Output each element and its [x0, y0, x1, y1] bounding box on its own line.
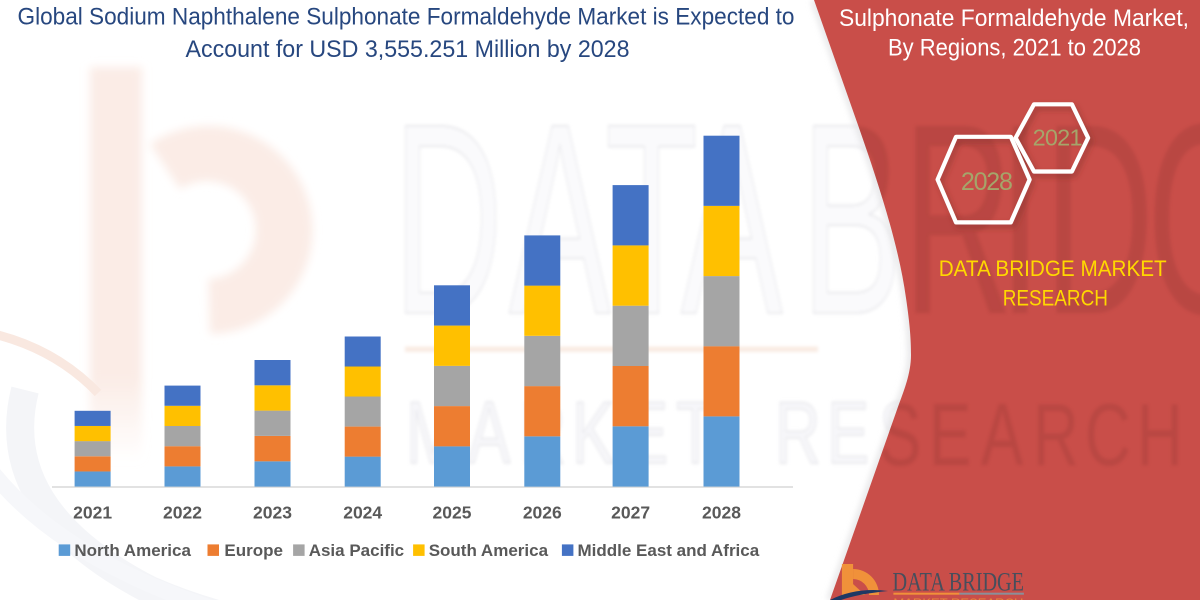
- svg-text:Europe: Europe: [224, 541, 283, 560]
- svg-text:2025: 2025: [433, 502, 472, 522]
- svg-text:Middle East and Africa: Middle East and Africa: [578, 541, 760, 560]
- svg-text:Global Sodium Naphthalene Sulp: Global Sodium Naphthalene Sulphonate For…: [18, 4, 795, 31]
- svg-text:2026: 2026: [523, 502, 562, 522]
- svg-text:MARKET RESEARCH: MARKET RESEARCH: [893, 596, 1023, 600]
- svg-text:2021: 2021: [1033, 125, 1082, 151]
- svg-text:DATA BRIDGE MARKET: DATA BRIDGE MARKET: [939, 256, 1167, 281]
- svg-text:2023: 2023: [253, 502, 292, 522]
- svg-text:2021: 2021: [73, 502, 112, 522]
- svg-text:North America: North America: [74, 541, 191, 560]
- svg-text:By Regions, 2021 to 2028: By Regions, 2021 to 2028: [888, 34, 1141, 61]
- svg-text:2028: 2028: [961, 168, 1012, 196]
- svg-text:Account for USD 3,555.251 Mill: Account for USD 3,555.251 Million by 202…: [186, 36, 630, 63]
- svg-text:South America: South America: [429, 541, 549, 560]
- svg-text:2027: 2027: [611, 502, 650, 522]
- svg-text:DATA BRIDGE: DATA BRIDGE: [893, 567, 1025, 596]
- svg-text:RESEARCH: RESEARCH: [1003, 285, 1108, 310]
- svg-text:2024: 2024: [343, 502, 382, 522]
- svg-text:Asia Pacific: Asia Pacific: [309, 541, 404, 560]
- svg-text:2028: 2028: [702, 502, 741, 522]
- svg-text:2022: 2022: [163, 502, 202, 522]
- svg-text:Sulphonate Formaldehyde Market: Sulphonate Formaldehyde Market,: [839, 5, 1189, 32]
